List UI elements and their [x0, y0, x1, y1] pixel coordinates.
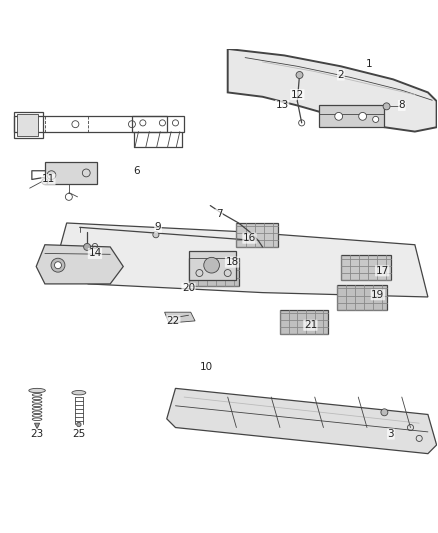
Bar — [280, 310, 328, 334]
Text: 16: 16 — [243, 233, 256, 243]
Bar — [341, 255, 391, 280]
Ellipse shape — [72, 391, 86, 395]
Text: 7: 7 — [215, 209, 223, 219]
Text: 10: 10 — [199, 361, 212, 372]
Circle shape — [42, 179, 48, 184]
Circle shape — [373, 116, 379, 123]
Circle shape — [51, 258, 65, 272]
Text: 3: 3 — [388, 429, 394, 439]
Text: 20: 20 — [182, 283, 195, 293]
Text: 9: 9 — [155, 222, 161, 232]
Circle shape — [77, 422, 81, 426]
Circle shape — [204, 257, 219, 273]
Circle shape — [381, 409, 388, 416]
Bar — [188, 258, 239, 286]
Text: 18: 18 — [226, 257, 239, 267]
Text: 25: 25 — [72, 429, 85, 439]
Text: 13: 13 — [276, 100, 289, 110]
Polygon shape — [53, 223, 428, 297]
Polygon shape — [228, 49, 437, 132]
Polygon shape — [188, 251, 237, 279]
Text: 23: 23 — [31, 429, 44, 439]
Polygon shape — [36, 245, 123, 284]
Text: 6: 6 — [133, 166, 140, 176]
Circle shape — [383, 103, 390, 110]
Text: 21: 21 — [304, 320, 317, 330]
Text: 17: 17 — [375, 266, 389, 276]
Circle shape — [335, 112, 343, 120]
Text: 11: 11 — [42, 174, 55, 184]
Text: 8: 8 — [399, 100, 405, 110]
Polygon shape — [35, 423, 40, 429]
Circle shape — [153, 232, 159, 238]
Circle shape — [296, 71, 303, 78]
Text: 12: 12 — [291, 90, 304, 100]
Circle shape — [54, 262, 61, 269]
Text: 1: 1 — [366, 59, 372, 69]
Circle shape — [359, 112, 367, 120]
Bar — [237, 223, 278, 247]
Polygon shape — [45, 162, 97, 184]
Text: 2: 2 — [338, 70, 344, 80]
Text: 22: 22 — [167, 316, 180, 326]
Text: 19: 19 — [371, 290, 385, 300]
Ellipse shape — [29, 389, 46, 393]
Polygon shape — [319, 106, 385, 127]
Polygon shape — [17, 114, 39, 136]
Polygon shape — [167, 389, 437, 454]
Bar — [336, 285, 387, 310]
Polygon shape — [165, 312, 195, 323]
Circle shape — [84, 244, 91, 251]
Text: 14: 14 — [88, 248, 102, 259]
